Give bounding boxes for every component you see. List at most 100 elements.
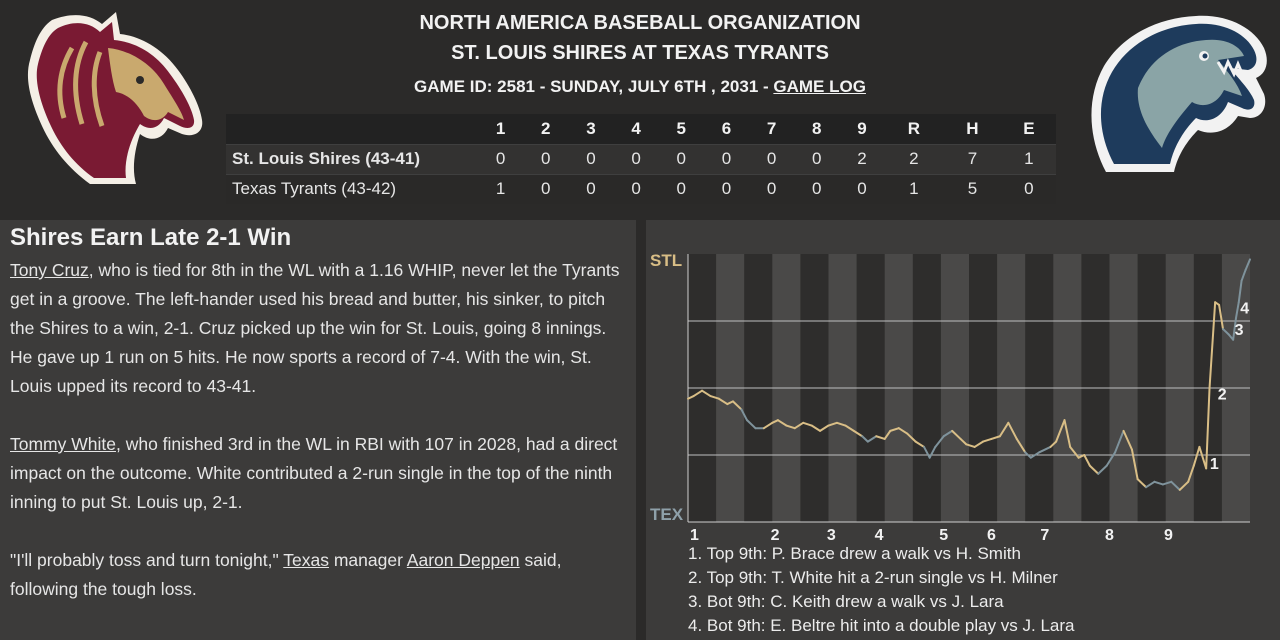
score-cell: 1 [478,173,524,204]
win-probability-segment [1029,451,1041,459]
story-paragraph: "I'll probably toss and turn tonight," T… [10,546,626,604]
team-name-away[interactable]: St. Louis Shires (43-41) [226,143,478,174]
tyrants-tyrannosaurus-logo [1091,15,1267,173]
win-probability-segment [928,445,937,459]
col-header: 6 [703,114,750,144]
col-header: 2 [523,114,569,144]
story-paragraph: Tommy White, who finished 3rd in the WL … [10,430,626,517]
win-probability-segment [906,432,917,443]
x-tick-label: 9 [1164,527,1173,544]
score-cell: 0 [613,143,659,174]
win-probability-segment [827,421,838,427]
key-play-note: 4. Bot 9th: E. Beltre hit into a double … [688,616,1075,635]
story-text: , who is tied for 8th in the WL with a 1… [10,260,620,396]
win-probability-segment [802,421,813,427]
win-probability-segment [1187,464,1195,483]
win-probability-segment [1145,480,1156,489]
win-probability-segment [1198,445,1208,470]
win-probability-segment [998,421,1010,438]
score-cell: 2 [884,143,944,174]
win-probability-segment [965,443,976,448]
win-probability-segment [1170,480,1181,491]
win-probability-segment [1205,387,1211,470]
x-tick-label: 5 [939,527,948,544]
win-probability-panel: 1 2 3 4 STL TEX 1 2 3 4 5 6 7 8 9 1. Top 9th: P. Brace… [646,220,1280,640]
win-probability-segment [1024,451,1032,459]
score-cell: 0 [749,143,795,174]
x-tick-label: 7 [1040,527,1049,544]
win-probability-segment [785,424,796,430]
col-header: H [943,114,1002,144]
win-probability-segment [746,419,757,430]
win-probability-segment [1161,480,1173,486]
story-text: manager [328,550,407,570]
matchup-title: ST. LOUIS SHIRES AT TEXAS TYRANTS [451,42,829,64]
col-header: R [884,114,944,144]
win-probability-segment [959,437,968,446]
table-row: St. Louis Shires (43-41) 0 0 0 0 0 0 0 0… [226,143,1056,174]
win-probability-segment [1083,454,1091,467]
key-plays-list: 1. Top 9th: P. Brace drew a walk vs H. S… [688,542,1075,638]
win-probability-segment [866,435,878,443]
win-probability-segment [1114,429,1125,454]
win-probability-segment [776,419,788,427]
x-tick-label: 2 [771,527,780,544]
x-tick-label: 8 [1105,527,1114,544]
win-probability-segment [1049,440,1058,448]
win-probability-segment [1232,317,1237,341]
col-header: 4 [613,114,659,144]
win-probability-segment [1237,279,1243,304]
score-cell: 0 [478,143,524,174]
organization-title: NORTH AMERICA BASEBALL ORGANIZATION [419,12,861,34]
win-probability-segment [771,419,779,424]
key-play-note: 1. Top 9th: P. Brace drew a walk vs H. S… [688,544,1021,563]
col-header: 9 [839,114,885,144]
story-text: said, following the tough loss. [10,550,562,599]
score-cell: 0 [749,173,795,204]
manager-link-aaron-deppen[interactable]: Aaron Deppen [406,550,520,570]
col-header: 7 [749,114,795,144]
win-probability-segment [709,395,720,400]
win-probability-segment [1007,421,1018,440]
col-header: 1 [478,114,524,144]
win-probability-segment [1015,437,1027,454]
score-cell: 1 [884,173,944,204]
win-probability-segment [1063,419,1072,448]
key-play-marker: 1 [1210,456,1219,473]
top-team-label: STL [650,251,682,270]
score-cell: 0 [658,143,704,174]
story-headline: Shires Earn Late 2-1 Win [10,224,292,251]
game-story-panel: Shires Earn Late 2-1 Win Tony Cruz, who … [0,220,636,640]
game-log-link[interactable]: GAME LOG [773,77,866,96]
win-probability-segment [1244,258,1251,272]
win-probability-segment [1218,303,1225,331]
score-cell: 0 [523,173,569,204]
player-link-tommy-white[interactable]: Tommy White [10,434,116,454]
win-probability-segment [923,445,931,459]
win-probability-segment [731,400,743,411]
table-row: Texas Tyrants (43-42) 1 0 0 0 0 0 0 0 0 … [226,173,1056,204]
team-column-header [226,114,478,144]
score-cell: 5 [943,173,1002,204]
win-probability-segment [740,408,749,422]
win-probability-segment [1153,480,1164,486]
player-link-tony-cruz[interactable]: Tony Cruz [10,260,89,280]
win-probability-segment [861,435,869,443]
col-header: E [1001,114,1056,144]
win-probability-segment [1038,445,1052,454]
team-name-home[interactable]: Texas Tyrants (43-42) [226,173,478,204]
score-cell: 1 [1001,143,1056,174]
story-text: "I'll probably toss and turn tonight," [10,550,284,570]
win-probability-segment [942,429,954,438]
win-probability-segment [810,424,822,432]
win-probability-segment [1105,451,1117,467]
win-probability-segment [883,429,892,440]
win-probability-segment [852,429,864,438]
team-link-texas[interactable]: Texas [283,550,329,570]
key-play-note: 2. Top 9th: T. White hit a 2-run single … [688,568,1058,587]
win-probability-segment [701,389,712,398]
key-play-marker: 4 [1240,301,1249,318]
x-tick-label: 1 [690,527,699,544]
win-probability-segment [1208,301,1217,389]
score-cell: 0 [568,173,614,204]
